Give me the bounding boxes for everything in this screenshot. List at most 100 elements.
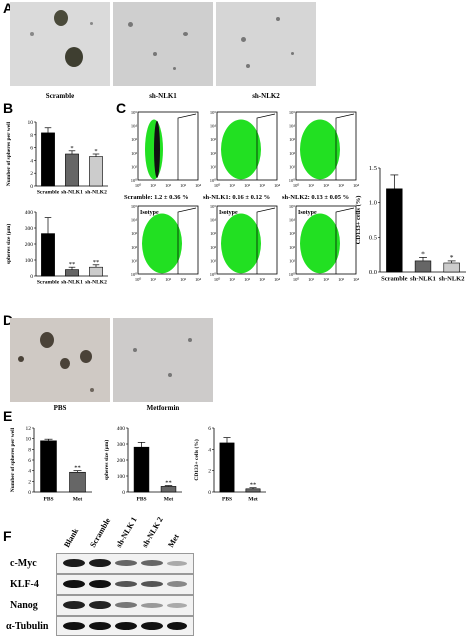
y-tick-label: 0	[28, 490, 31, 496]
bar	[414, 260, 432, 273]
chart-b-sphere-number: 0 2 4 6 8 10 Number of spheres per well Scrambl…	[6, 120, 108, 196]
caption-d-pbs: PBS	[53, 404, 67, 412]
significance-marker: *	[70, 145, 73, 152]
y-tick-label: 0.5	[369, 234, 377, 241]
flow-x-tick-label: 10³	[180, 183, 187, 188]
flow-plot: 10⁰ 10¹ 10² 10³ 10⁴ 10⁵ 10⁰ 10¹ 10² 10³ 10⁴	[131, 110, 202, 188]
y-tick-label: 4	[28, 469, 31, 475]
panel-label-b: B	[3, 100, 14, 116]
blot-label-klf-4: KLF-4	[10, 579, 39, 590]
micrograph-sh-nlk2	[216, 2, 316, 86]
y-tick-label: 300	[25, 226, 34, 232]
flow-x-tick-label: 10³	[259, 183, 266, 188]
flow-y-tick-label: 10⁵	[131, 204, 138, 209]
x-tick-label: Met	[164, 497, 174, 503]
y-tick-label: 200	[117, 458, 126, 464]
gate-line	[177, 207, 197, 274]
significance-marker: **	[250, 482, 257, 489]
gate-line	[335, 207, 355, 274]
caption-a-scramble: Scramble	[45, 92, 75, 100]
y-tick-label: 4	[30, 158, 33, 164]
caption-a-sh-nlk2: sh-NLK2	[252, 92, 280, 100]
flow-y-tick-label: 10¹	[210, 258, 217, 263]
y-tick-label: 300	[117, 442, 126, 448]
chart-e-sphere-number: 0 2 4 6 8 10 12 Number of spheres per well PBS **…	[10, 426, 92, 503]
micrograph-scramble	[10, 2, 110, 86]
flow-x-tick-label: 10¹	[150, 277, 157, 282]
micrograph-metformin	[113, 318, 213, 402]
flow-x-tick-label: 10³	[338, 183, 345, 188]
flow-x-tick-label: 10¹	[229, 277, 236, 282]
bar	[219, 442, 235, 493]
y-tick-label: 100	[25, 258, 34, 264]
flow-y-tick-label: 10⁰	[289, 178, 296, 183]
y-tick-label: 2	[208, 469, 211, 475]
isotype-label: Isotype	[219, 210, 238, 216]
flow-x-tick-label: 10³	[180, 277, 187, 282]
blot-alpha-tubulin	[56, 616, 194, 636]
blot-label-nanog: Nanog	[10, 600, 38, 611]
y-tick-label: 0	[30, 274, 33, 280]
y-tick-label: 2	[30, 171, 33, 177]
y-tick-label: 6	[208, 426, 211, 432]
flow-y-tick-label: 10²	[289, 245, 296, 250]
flow-y-tick-label: 10⁰	[210, 272, 217, 277]
micrograph-pbs	[10, 318, 110, 402]
flow-x-tick-label: 10²	[323, 183, 330, 188]
flow-x-tick-label: 10²	[323, 277, 330, 282]
flow-x-tick-label: 10⁴	[353, 183, 360, 188]
flow-x-tick-label: 10⁰	[214, 277, 221, 282]
flow-x-tick-label: 10²	[244, 277, 251, 282]
bar	[133, 446, 150, 493]
flow-x-tick-label: 10⁴	[195, 183, 202, 188]
y-tick-label: 400	[117, 426, 126, 432]
panel-label-d: D	[3, 312, 14, 328]
blot-klf-4	[56, 574, 194, 595]
flow-x-tick-label: 10¹	[308, 183, 315, 188]
flow-x-tick-label: 10¹	[308, 277, 315, 282]
x-tick-label: sh-NLK1	[410, 276, 436, 283]
flow-y-tick-label: 10⁵	[210, 204, 217, 209]
y-tick-label: 4	[208, 447, 211, 453]
flow-y-tick-label: 10²	[210, 245, 217, 250]
y-tick-label: 8	[30, 133, 33, 139]
flow-y-tick-label: 10²	[289, 151, 296, 156]
y-tick-label: 8	[28, 447, 31, 453]
flow-y-tick-label: 10⁴	[131, 124, 138, 129]
blot-nanog	[56, 595, 194, 616]
y-tick-label: 1.5	[369, 165, 377, 172]
flow-y-tick-label: 10³	[131, 137, 138, 142]
x-tick-label: Scramble	[37, 280, 60, 286]
flow-caption-scramble: Scramble: 1.2 ± 0.36 %	[124, 194, 189, 201]
y-tick-label: 12	[26, 426, 32, 432]
chart-c-cd133: 0.0 0.5 1.0 1.5 CD133+ cells (%) Scramble * sh-…	[355, 165, 466, 283]
micrograph-sh-nlk1	[113, 2, 213, 86]
flow-x-tick-label: 10⁰	[214, 183, 221, 188]
flow-plot: 10⁰ 10¹ 10² 10³ 10⁴ 10⁵ 10⁰ 10¹ 10² 10³ 10⁴	[210, 110, 281, 188]
x-tick-label: sh-NLK2	[85, 280, 107, 286]
chart-e-sphere-size: 0 100 200 300 400 spheres size (μm) PBS ** Met	[103, 426, 182, 503]
isotype-label: Isotype	[298, 210, 317, 216]
chart-b-sphere-size: 0 100 200 300 400 spheres size (μm) Scramble **…	[5, 210, 108, 286]
y-tick-label: 100	[117, 474, 126, 480]
flow-y-tick-label: 10³	[210, 231, 217, 236]
event-cloud-dense	[154, 120, 160, 178]
flow-y-tick-label: 10⁵	[289, 204, 296, 209]
flow-x-tick-label: 10⁴	[274, 277, 281, 282]
x-tick-label: PBS	[222, 497, 232, 503]
y-axis-label: Number of spheres per well	[6, 121, 12, 186]
gate-line	[256, 113, 276, 180]
lane-label-blank: Blank	[62, 526, 81, 549]
x-tick-label: PBS	[43, 497, 53, 503]
y-tick-label: 1.0	[369, 200, 377, 207]
flow-x-tick-label: 10⁴	[353, 277, 360, 282]
y-axis-label: CD133+ cells (%)	[193, 439, 200, 480]
flow-y-tick-label: 10⁰	[131, 178, 138, 183]
flow-y-tick-label: 10⁴	[210, 124, 217, 129]
flow-y-tick-label: 10¹	[289, 258, 296, 263]
panel-label-c: C	[116, 100, 127, 116]
flow-x-tick-label: 10²	[165, 183, 172, 188]
y-tick-label: 400	[25, 210, 34, 216]
y-tick-label: 200	[25, 242, 34, 248]
